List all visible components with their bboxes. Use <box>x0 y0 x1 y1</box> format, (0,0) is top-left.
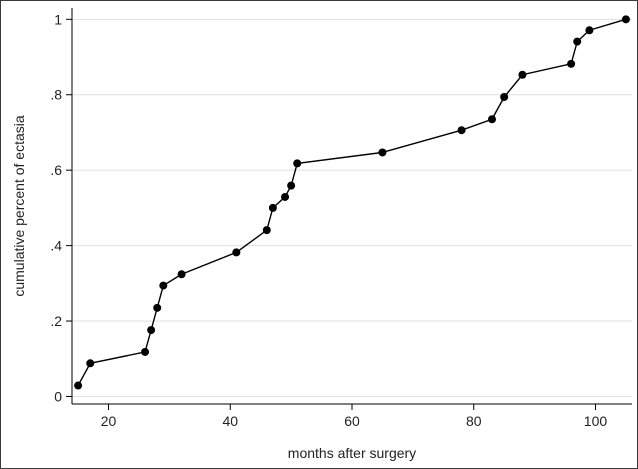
y-tick-label: .8 <box>50 87 62 103</box>
ticks: 0 .2 .4 .6 .8 1 20 40 60 80 100 <box>50 11 607 429</box>
data-point <box>621 15 630 24</box>
x-tick-label: 60 <box>344 413 360 429</box>
series-line <box>77 18 627 386</box>
data-point <box>86 359 95 368</box>
data-point <box>567 59 576 68</box>
y-tick-label: .2 <box>50 313 62 329</box>
x-tick-label: 80 <box>466 413 482 429</box>
y-tick-label: .6 <box>50 162 62 178</box>
data-point <box>518 70 527 79</box>
grid-lines <box>72 18 632 397</box>
data-point <box>232 248 241 257</box>
data-point <box>268 203 277 212</box>
data-point <box>159 281 168 290</box>
y-tick-label: 0 <box>54 388 62 404</box>
data-point <box>287 181 296 190</box>
series <box>77 18 627 386</box>
x-tick-label: 40 <box>222 413 238 429</box>
data-point <box>488 115 496 124</box>
data-point <box>500 93 509 102</box>
y-tick-label: .4 <box>50 238 62 254</box>
data-point <box>153 303 162 312</box>
data-point <box>141 347 150 356</box>
y-tick-label: 1 <box>54 11 62 27</box>
axes <box>71 8 632 405</box>
data-point <box>378 148 387 157</box>
data-point <box>573 37 582 46</box>
data-point <box>177 270 186 279</box>
data-point <box>262 226 271 235</box>
data-points <box>74 15 630 390</box>
data-point <box>585 26 594 35</box>
x-axis-title: months after surgery <box>288 445 416 461</box>
data-point <box>457 126 466 135</box>
y-axis-title: cumulative percent of ectasia <box>11 115 27 297</box>
data-point <box>147 326 156 335</box>
x-tick-label: 20 <box>101 413 117 429</box>
data-point <box>281 192 290 201</box>
data-point <box>293 159 302 168</box>
data-point <box>74 381 83 390</box>
x-tick-label: 100 <box>584 413 608 429</box>
